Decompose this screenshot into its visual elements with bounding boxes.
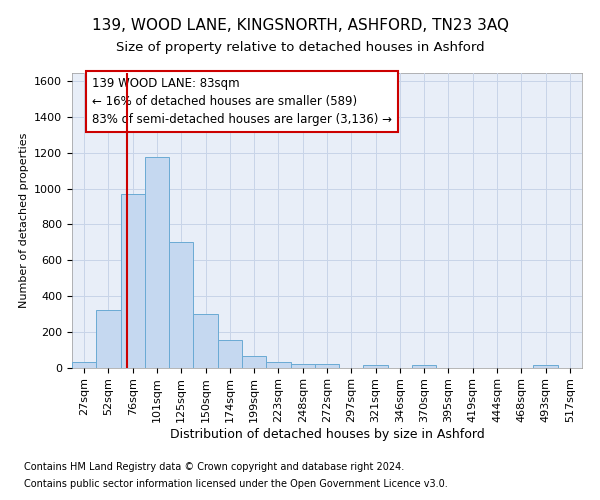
Y-axis label: Number of detached properties: Number of detached properties [19,132,29,308]
Text: 139, WOOD LANE, KINGSNORTH, ASHFORD, TN23 3AQ: 139, WOOD LANE, KINGSNORTH, ASHFORD, TN2… [91,18,509,32]
Bar [96,310,121,368]
Bar [533,366,558,368]
Bar [315,364,339,368]
Text: 139 WOOD LANE: 83sqm
← 16% of detached houses are smaller (589)
83% of semi-deta: 139 WOOD LANE: 83sqm ← 16% of detached h… [92,77,392,126]
X-axis label: Distribution of detached houses by size in Ashford: Distribution of detached houses by size … [170,428,484,441]
Bar [218,340,242,367]
Text: Size of property relative to detached houses in Ashford: Size of property relative to detached ho… [116,41,484,54]
Text: Contains public sector information licensed under the Open Government Licence v3: Contains public sector information licen… [24,479,448,489]
Bar [242,356,266,368]
Bar [193,314,218,368]
Bar [266,362,290,368]
Bar [169,242,193,368]
Bar [145,158,169,368]
Bar [364,365,388,368]
Bar [290,364,315,368]
Bar [72,362,96,368]
Bar [121,194,145,368]
Bar [412,366,436,368]
Text: Contains HM Land Registry data © Crown copyright and database right 2024.: Contains HM Land Registry data © Crown c… [24,462,404,472]
